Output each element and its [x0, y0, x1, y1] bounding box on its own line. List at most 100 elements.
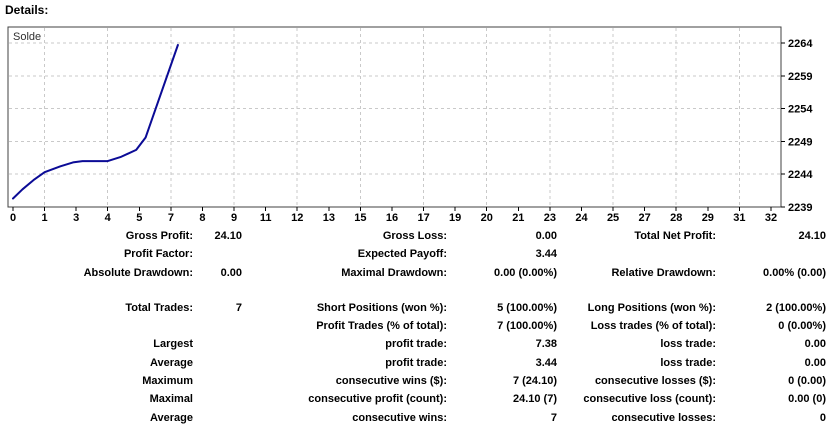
stat-value-left — [193, 390, 242, 408]
stat-label-right: consecutive losses ($): — [594, 375, 716, 388]
stat-label-mid: Expected Payoff: — [357, 248, 447, 261]
stat-value-left — [193, 409, 242, 427]
stats-row: Maximal consecutive profit (count): 24.10 … — [0, 390, 834, 408]
stat-value-right: 0 — [819, 411, 826, 424]
stat-label-left: Total Trades: — [125, 301, 193, 314]
stat-label-mid: consecutive wins ($): — [335, 375, 447, 388]
x-axis-label: 28 — [670, 212, 682, 224]
stat-value-left: 24.10 — [214, 230, 242, 242]
stat-value-right: 0 (0.00) — [788, 375, 826, 388]
stat-value-mid: 0.00 — [535, 230, 557, 242]
x-axis-label: 24 — [575, 212, 588, 224]
stat-label-right: loss trade: — [660, 356, 716, 369]
x-axis-label: 0 — [10, 212, 16, 224]
stat-label-left: Maximum — [142, 375, 193, 388]
stats-row: Largest profit trade: 7.38 loss trade: 0.00 — [0, 335, 834, 353]
x-axis-label: 11 — [260, 212, 272, 224]
x-axis-label: 27 — [639, 212, 651, 224]
x-axis-label: 20 — [481, 212, 493, 224]
y-axis-label: 2244 — [788, 169, 813, 181]
stat-value-left — [193, 354, 242, 372]
stat-value-mid: 7 (24.10) — [512, 375, 557, 388]
x-axis-label: 15 — [354, 212, 366, 224]
stat-value-mid: 0.00 (0.00%) — [494, 266, 557, 279]
x-axis-label: 4 — [105, 212, 112, 224]
x-axis-label: 16 — [386, 212, 398, 224]
stat-label-right: Total Net Profit: — [634, 230, 716, 242]
stat-label-mid: profit trade: — [385, 356, 447, 369]
y-axis-label: 2249 — [788, 136, 812, 148]
stat-label-mid: Maximal Drawdown: — [341, 266, 447, 279]
stat-value-left — [193, 245, 242, 263]
x-axis-label: 31 — [733, 212, 745, 224]
x-axis-label: 3 — [73, 212, 79, 224]
stat-value-left: 0.00 — [220, 266, 242, 279]
stat-value-right: 0 (0.00%) — [778, 320, 826, 333]
stats-row: Profit Factor: Expected Payoff: 3.44 — [0, 245, 834, 263]
stat-value-right: 0.00 (0) — [788, 393, 826, 406]
stats-table: Gross Profit: 24.10 Gross Loss: 0.00 Total N… — [0, 227, 834, 427]
stat-value-left — [193, 372, 242, 390]
stats-row: Maximum consecutive wins ($): 7 (24.10) con… — [0, 372, 834, 390]
stat-value-left: 7 — [235, 301, 242, 314]
stat-label-right: consecutive losses: — [611, 411, 716, 424]
stat-value-right: 0.00 — [804, 356, 826, 369]
stat-label-left — [0, 317, 193, 335]
stat-label-left: Average — [149, 411, 193, 424]
stat-label-left: Maximal — [149, 393, 193, 406]
stat-value-mid: 3.44 — [535, 356, 557, 369]
details-heading: Details: — [5, 3, 49, 17]
y-axis-label: 2254 — [788, 104, 813, 116]
chart-legend-label: Solde — [13, 31, 41, 43]
stat-value-right: 0.00% (0.00) — [763, 266, 826, 279]
stat-label-mid: consecutive wins: — [352, 411, 447, 424]
stat-value-mid: 7 (100.00%) — [497, 320, 557, 333]
stat-label-left: Average — [149, 356, 193, 369]
stat-label-left: Profit Factor: — [123, 248, 193, 261]
stats-row: Profit Trades (% of total): 7 (100.00%) Lo… — [0, 317, 834, 335]
stat-label-left: Largest — [153, 338, 193, 351]
x-axis-label: 1 — [42, 212, 48, 224]
stat-label-mid: profit trade: — [385, 338, 447, 351]
balance-line — [12, 44, 179, 200]
stat-value-left — [193, 317, 242, 335]
stat-label-right: Long Positions (won %): — [587, 301, 716, 314]
stat-value-right: 24.10 — [798, 230, 826, 242]
stat-label-mid: Short Positions (won %): — [316, 301, 447, 314]
stat-value-right — [716, 245, 826, 263]
stat-label-right: Loss trades (% of total): — [590, 320, 716, 333]
stat-label-right: loss trade: — [660, 338, 716, 351]
stat-value-mid: 5 (100.00%) — [497, 301, 557, 314]
x-axis-label: 17 — [417, 212, 429, 224]
stat-label-mid: Profit Trades (% of total): — [316, 320, 447, 333]
x-axis-label: 8 — [199, 212, 205, 224]
x-axis-label: 29 — [702, 212, 714, 224]
x-axis-label: 32 — [765, 212, 777, 224]
stat-value-right: 0.00 — [804, 338, 826, 351]
stat-value-mid: 24.10 (7) — [512, 393, 557, 406]
stat-label-right: Relative Drawdown: — [611, 266, 716, 279]
stat-label-right: consecutive loss (count): — [583, 393, 716, 406]
x-axis-label: 7 — [168, 212, 174, 224]
x-axis-label: 19 — [449, 212, 461, 224]
x-axis-label: 12 — [291, 212, 303, 224]
stat-label-left: Gross Profit: — [125, 230, 193, 242]
x-axis-label: 5 — [136, 212, 142, 224]
x-axis-label: 13 — [323, 212, 335, 224]
x-axis-label: 21 — [512, 212, 524, 224]
stat-value-mid: 7.38 — [535, 338, 557, 351]
stat-value-mid: 3.44 — [535, 248, 557, 261]
y-axis-label: 2259 — [788, 71, 812, 83]
stats-row: Gross Profit: 24.10 Gross Loss: 0.00 Total N… — [0, 227, 834, 245]
stat-value-mid: 7 — [550, 411, 557, 424]
plot-border — [7, 26, 782, 208]
stat-value-left — [193, 335, 242, 353]
y-axis-label: 2239 — [788, 202, 812, 214]
stat-label-mid: consecutive profit (count): — [308, 393, 447, 406]
stats-row: Average consecutive wins: 7 consecutive los… — [0, 409, 834, 427]
x-axis-label: 9 — [231, 212, 237, 224]
stats-row: Absolute Drawdown: 0.00 Maximal Drawdown: 0… — [0, 264, 834, 282]
x-axis-label: 25 — [607, 212, 619, 224]
